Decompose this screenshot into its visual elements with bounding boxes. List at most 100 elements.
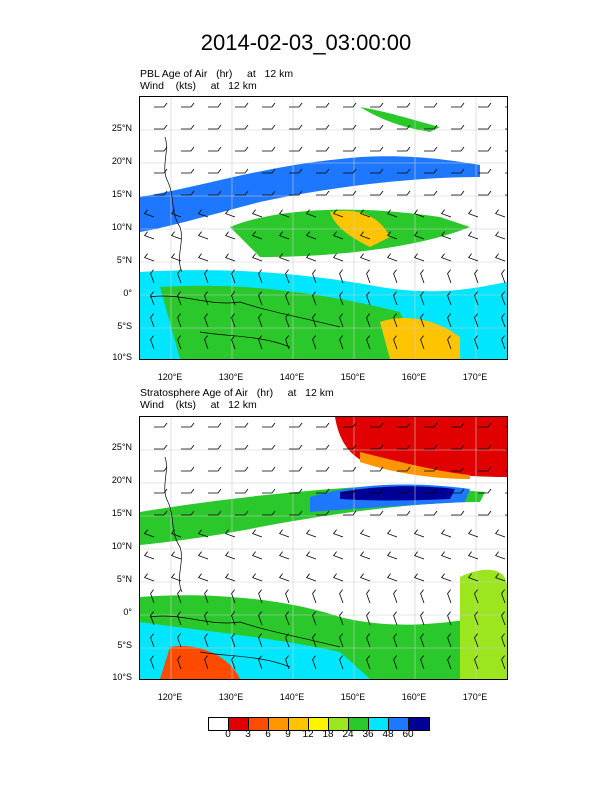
panel2-lon-120e: 120°E (157, 692, 183, 702)
wind-barb (393, 633, 398, 648)
wind-barb (143, 529, 155, 538)
panel1-lon-140e: 140°E (279, 372, 305, 382)
wind-barb (478, 444, 492, 450)
wind-barb (494, 253, 506, 262)
wind-barb (467, 551, 479, 560)
wind-barb (386, 573, 398, 582)
colorbar-label: 9 (285, 729, 291, 740)
wind-barb (366, 655, 371, 670)
wind-barb (289, 102, 303, 108)
colorbar-swatch (349, 718, 369, 730)
wind-barb (370, 190, 384, 196)
wind-barb (393, 291, 398, 306)
panel1-lat-15n: 15°N (111, 189, 132, 199)
wind-barb (505, 194, 507, 196)
panel1-lat-5s: 5°S (117, 321, 132, 331)
wind-barb (170, 529, 182, 538)
wind-barb (177, 655, 182, 670)
wind-barb (305, 253, 317, 262)
wind-barbs (143, 102, 507, 350)
wind-barb (262, 488, 276, 494)
wind-barb (501, 633, 506, 648)
wind-barb (501, 269, 506, 284)
wind-barb (397, 422, 411, 428)
wind-barb (478, 168, 492, 174)
wind-barb (451, 466, 465, 472)
wind-barb (177, 269, 182, 284)
wind-barb (204, 291, 209, 306)
wind-barb (177, 589, 182, 604)
wind-barb (501, 313, 506, 328)
wind-barb (440, 551, 452, 560)
wind-barb (208, 422, 222, 428)
wind-barb (150, 335, 155, 350)
wind-barb (359, 231, 371, 240)
wind-barb (370, 444, 384, 450)
wind-barb (413, 573, 425, 582)
wind-barb (262, 124, 276, 130)
wind-barb (478, 510, 492, 516)
wind-barb (197, 551, 209, 560)
wind-barb (467, 573, 479, 582)
wind-barb (181, 510, 195, 516)
pbl-map-svg (140, 97, 507, 359)
wind-barb (285, 335, 290, 350)
wind-barb (420, 589, 425, 604)
wind-barb (424, 124, 438, 130)
wind-barb (366, 335, 371, 350)
wind-barb (393, 335, 398, 350)
wind-barb (285, 269, 290, 284)
wind-barb (231, 269, 236, 284)
strat-field-shading (140, 417, 507, 679)
wind-barb (343, 168, 357, 174)
wind-barb (386, 253, 398, 262)
wind-barb (231, 633, 236, 648)
wind-barb (386, 551, 398, 560)
wind-barb (208, 146, 222, 152)
wind-barb (204, 655, 209, 670)
wind-barb (478, 466, 492, 472)
colorbar-swatch (389, 718, 409, 730)
wind-barb (359, 551, 371, 560)
wind-barb (386, 231, 398, 240)
wind-barb (420, 269, 425, 284)
wind-barb (478, 422, 492, 428)
wind-barb (316, 146, 330, 152)
panel1-wind-title: Wind (kts) at 12 km (140, 80, 257, 92)
panel2-lat-10s: 10°S (112, 672, 132, 682)
wind-barb (235, 510, 249, 516)
wind-barb (424, 168, 438, 174)
wind-barb (420, 313, 425, 328)
wind-barb (316, 510, 330, 516)
plot-title: 2014-02-03_03:00:00 (200, 30, 412, 55)
wind-barb (231, 335, 236, 350)
wind-barb (332, 551, 344, 560)
wind-barb (170, 551, 182, 560)
wind-barb (343, 124, 357, 130)
wind-barb (366, 313, 371, 328)
wind-barb (494, 529, 506, 538)
wind-barb (339, 335, 344, 350)
wind-barb (424, 466, 438, 472)
wind-barb (386, 209, 398, 218)
wind-barb (474, 633, 479, 648)
panel1-lon-150e: 150°E (340, 372, 366, 382)
wind-barb (359, 529, 371, 538)
wind-barb (440, 253, 452, 262)
wind-barb (359, 253, 371, 262)
wind-barb (467, 529, 479, 538)
wind-barb (262, 102, 276, 108)
wind-barb (370, 102, 384, 108)
wind-barb (224, 573, 236, 582)
colorbar-swatch (249, 718, 269, 730)
wind-barb (181, 168, 195, 174)
wind-barb (285, 633, 290, 648)
wind-barb (478, 102, 492, 108)
colorbar-swatch (369, 718, 389, 730)
wind-barb (235, 466, 249, 472)
panel2-lon-130e: 130°E (218, 692, 244, 702)
wind-barb (251, 529, 263, 538)
wind-barb (413, 209, 425, 218)
wind-barb (154, 488, 168, 494)
panel2-lon-160e: 160°E (401, 692, 427, 702)
